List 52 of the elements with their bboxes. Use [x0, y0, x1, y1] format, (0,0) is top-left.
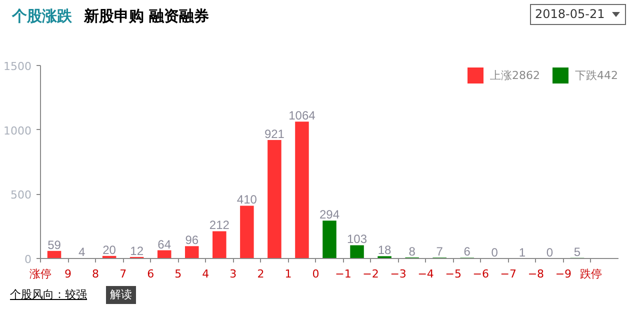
- x-tick-label: 7: [120, 268, 127, 280]
- x-tick-label: −4: [418, 268, 434, 280]
- legend-label: 下跌442: [575, 68, 618, 82]
- x-tick-label: 8: [92, 268, 100, 280]
- data-label: 0: [546, 246, 554, 260]
- data-label: 96: [185, 233, 199, 248]
- x-tick-label: 1: [284, 268, 292, 280]
- x-tick-label: −8: [528, 268, 544, 280]
- chart-title: 个股涨跌: [12, 6, 72, 27]
- data-label: 103: [347, 232, 368, 246]
- x-tick-label: −7: [500, 268, 517, 280]
- data-label: 410: [236, 192, 258, 207]
- x-tick-label: −3: [390, 268, 406, 280]
- data-label: 20: [102, 242, 116, 257]
- x-tick-label: 9: [64, 268, 72, 280]
- data-label: 921: [264, 127, 285, 141]
- y-tick-label: 0: [24, 253, 32, 266]
- data-label: 4: [78, 244, 86, 259]
- data-label: 5: [574, 244, 581, 259]
- data-label: 1: [518, 245, 526, 260]
- x-tick-label: 5: [174, 268, 182, 280]
- x-tick-label: −1: [335, 268, 352, 280]
- x-tick-label: 2: [257, 268, 264, 280]
- y-tick-label: 1500: [4, 60, 32, 73]
- x-tick-label: −9: [555, 268, 572, 280]
- x-tick-label: −2: [362, 268, 379, 280]
- x-tick-label: −6: [472, 268, 489, 280]
- text: 新股申购 融资融券: [84, 6, 210, 27]
- text: 解读: [106, 286, 136, 304]
- x-tick-label: 涨停: [30, 268, 52, 280]
- x-tick-label: 3: [230, 268, 237, 280]
- y-tick-label: 500: [10, 188, 32, 202]
- x-tick-label: 0: [312, 268, 320, 280]
- text: 个股风向：较强: [10, 287, 87, 303]
- x-tick-label: 6: [147, 268, 154, 280]
- legend-label: 上涨2862: [490, 68, 540, 82]
- data-label: 6: [464, 244, 471, 259]
- data-label: 64: [158, 237, 172, 252]
- y-tick-label: 1000: [4, 124, 32, 138]
- text: 2018-05-21: [530, 4, 626, 26]
- x-tick-label: 跌停: [580, 268, 602, 280]
- data-label: 294: [319, 208, 340, 222]
- data-label: 18: [378, 243, 392, 258]
- data-label: 59: [48, 238, 62, 252]
- data-label: 1064: [288, 108, 316, 123]
- data-label: 8: [408, 244, 416, 258]
- data-label: 7: [436, 244, 444, 259]
- x-tick-label: 4: [202, 268, 210, 280]
- data-label: 12: [130, 244, 144, 258]
- x-tick-label: −5: [445, 268, 462, 280]
- data-label: 0: [491, 246, 498, 260]
- data-label: 212: [209, 218, 230, 232]
